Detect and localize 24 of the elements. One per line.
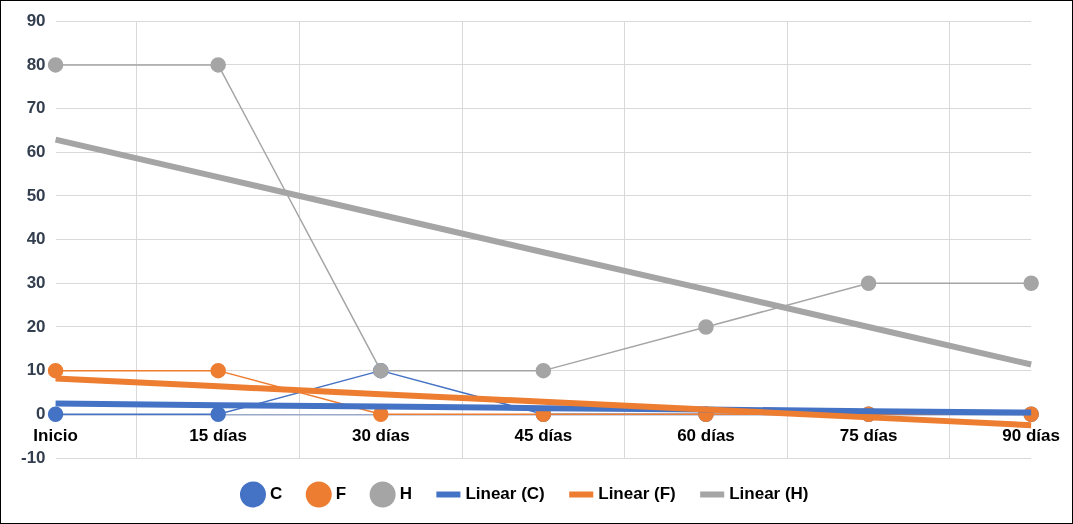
y-tick-label: 70 xyxy=(26,98,46,118)
x-tick-label: 60 días xyxy=(677,426,735,446)
y-tick-label: 0 xyxy=(36,404,46,424)
x-tick-label: 75 días xyxy=(839,426,898,446)
y-tick-label: 10 xyxy=(26,360,46,380)
x-tick-label: Inicio xyxy=(33,426,78,446)
x-tick-label: 30 días xyxy=(351,426,410,446)
legend-label: Linear (F) xyxy=(598,484,676,504)
legend-label: H xyxy=(399,484,412,504)
legend-label: Linear (H) xyxy=(729,484,809,504)
legend-label: F xyxy=(335,484,347,504)
y-tick-label: 50 xyxy=(26,185,46,205)
y-tick-label: 90 xyxy=(26,10,46,30)
x-tick-label: 45 días xyxy=(514,426,573,446)
legend-label: C xyxy=(269,484,283,504)
y-tick-label: 40 xyxy=(26,229,46,249)
y-tick-label: 20 xyxy=(26,316,46,336)
y-tick-label: 30 xyxy=(26,272,46,292)
y-tick-label: -10 xyxy=(20,447,46,467)
x-tick-label: 15 días xyxy=(189,426,247,446)
y-tick-label: 60 xyxy=(26,141,46,161)
x-tick-label: 90 días xyxy=(1002,426,1060,446)
legend-label: Linear (C) xyxy=(465,484,545,504)
y-tick-label: 80 xyxy=(26,54,46,74)
